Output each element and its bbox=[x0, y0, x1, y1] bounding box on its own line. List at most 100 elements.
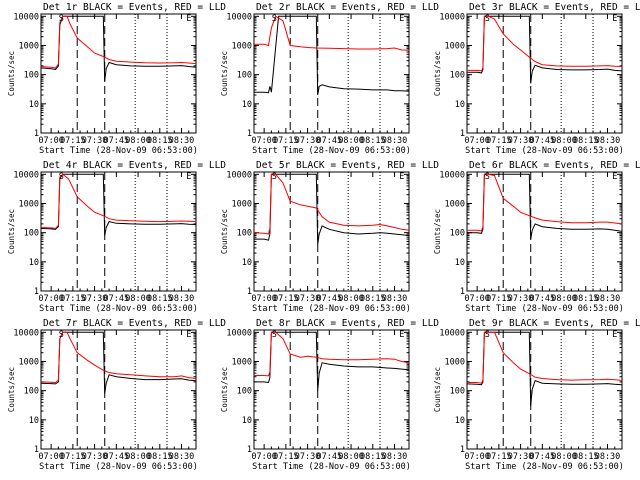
series-group bbox=[467, 173, 622, 240]
plot-frame bbox=[466, 13, 623, 134]
x-tick-label: 08:15 bbox=[573, 452, 599, 462]
series-group bbox=[41, 173, 196, 236]
panel-title: Det 4r BLACK = Events, RED = LLD bbox=[43, 160, 226, 171]
x-axis-label: Start Time (28-Nov-09 06:53:00) bbox=[39, 304, 198, 314]
panel-6: Det 6r BLACK = Events, RED = LLD 1 10 100 10… bbox=[433, 160, 640, 314]
y-tick-label: 100 bbox=[237, 387, 252, 397]
flag-label-e: E bbox=[612, 14, 617, 24]
x-tick-label: 07:45 bbox=[317, 294, 343, 304]
flag-label-s: S bbox=[272, 330, 277, 340]
x-tick-label: 07:30 bbox=[82, 452, 108, 462]
y-tick-label: 1 bbox=[460, 445, 465, 455]
x-tick-label: 07:00 bbox=[464, 294, 490, 304]
lld-series-line bbox=[467, 173, 622, 232]
lld-series-line bbox=[41, 15, 196, 69]
panel-title: Det 7r BLACK = Events, RED = LLD bbox=[43, 318, 226, 329]
x-axis-label: Start Time (28-Nov-09 06:53:00) bbox=[465, 462, 624, 472]
flag-label-s: S bbox=[272, 14, 277, 24]
x-tick-label: 08:15 bbox=[573, 294, 599, 304]
x-tick-label: 07:30 bbox=[295, 294, 321, 304]
events-series-line bbox=[41, 331, 196, 394]
x-tick-label: 08:15 bbox=[147, 452, 173, 462]
y-tick-label: 1000 bbox=[232, 357, 252, 367]
x-tick-label: 07:00 bbox=[464, 452, 490, 462]
x-tick-label: 08:30 bbox=[169, 136, 195, 146]
panel-8: Det 8r BLACK = Events, RED = LLD 1 10 100 10… bbox=[220, 318, 439, 472]
y-tick-label: 1000 bbox=[232, 199, 252, 209]
x-tick-label: 07:15 bbox=[486, 136, 512, 146]
y-tick-label: 10 bbox=[29, 416, 39, 426]
plot-frame bbox=[466, 171, 623, 292]
panel-9: Det 9r BLACK = Events, RED = LLD 1 10 100 10… bbox=[433, 318, 640, 472]
x-tick-label: 08:00 bbox=[125, 136, 151, 146]
y-tick-label: 100 bbox=[24, 229, 39, 239]
x-axis-label: Start Time (28-Nov-09 06:53:00) bbox=[252, 462, 411, 472]
y-tick-label: 10000 bbox=[439, 170, 465, 180]
y-tick-label: 1 bbox=[247, 445, 252, 455]
lld-series-line bbox=[254, 331, 409, 377]
x-tick-label: 08:00 bbox=[338, 294, 364, 304]
y-tick-label: 10000 bbox=[226, 12, 252, 22]
x-tick-label: 07:45 bbox=[530, 452, 556, 462]
flag-label-e: E bbox=[612, 172, 617, 182]
flag-label-s: S bbox=[59, 172, 64, 182]
y-tick-label: 1000 bbox=[445, 199, 465, 209]
panel-title: Det 3r BLACK = Events, RED = LLD bbox=[469, 2, 640, 13]
x-tick-label: 07:00 bbox=[251, 452, 277, 462]
x-tick-label: 08:00 bbox=[338, 136, 364, 146]
panel-7: Det 7r BLACK = Events, RED = LLD 1 10 100 10… bbox=[7, 318, 226, 472]
y-tick-label: 1000 bbox=[445, 357, 465, 367]
x-tick-label: 07:30 bbox=[82, 136, 108, 146]
x-tick-label: 07:00 bbox=[38, 452, 64, 462]
x-tick-label: 07:45 bbox=[104, 452, 130, 462]
x-tick-label: 07:30 bbox=[295, 136, 321, 146]
y-tick-label: 1000 bbox=[232, 41, 252, 51]
plot-frame bbox=[40, 13, 197, 134]
x-tick-label: 08:30 bbox=[595, 452, 621, 462]
x-tick-label: 07:00 bbox=[464, 136, 490, 146]
x-tick-label: 07:30 bbox=[508, 294, 534, 304]
y-tick-label: 10 bbox=[455, 416, 465, 426]
y-tick-label: 100 bbox=[450, 71, 465, 81]
y-tick-label: 1 bbox=[460, 287, 465, 297]
events-series-line bbox=[467, 331, 622, 406]
lld-series-line bbox=[467, 331, 622, 384]
y-tick-label: 10 bbox=[242, 416, 252, 426]
x-axis-label: Start Time (28-Nov-09 06:53:00) bbox=[39, 462, 198, 472]
y-tick-label: 1 bbox=[34, 129, 39, 139]
lld-series-line bbox=[467, 15, 622, 72]
y-tick-label: 1 bbox=[247, 287, 252, 297]
y-tick-label: 1 bbox=[34, 445, 39, 455]
y-axis-label: Counts/sec bbox=[433, 51, 442, 96]
flag-label-s: S bbox=[485, 14, 490, 24]
x-tick-label: 07:45 bbox=[317, 136, 343, 146]
x-tick-label: 07:30 bbox=[508, 136, 534, 146]
y-tick-label: 10 bbox=[455, 258, 465, 268]
panel-title: Det 6r BLACK = Events, RED = LLD bbox=[469, 160, 640, 171]
y-axis-label: Counts/sec bbox=[433, 367, 442, 412]
events-series-line bbox=[254, 173, 409, 245]
y-tick-label: 1000 bbox=[19, 357, 39, 367]
x-tick-label: 07:00 bbox=[38, 136, 64, 146]
flag-label-s: S bbox=[272, 172, 277, 182]
flag-label-e: E bbox=[399, 330, 404, 340]
x-tick-label: 08:15 bbox=[573, 136, 599, 146]
y-tick-label: 10000 bbox=[439, 12, 465, 22]
series-group bbox=[41, 15, 196, 82]
x-tick-label: 07:15 bbox=[273, 452, 299, 462]
series-group bbox=[41, 331, 196, 394]
y-tick-label: 10000 bbox=[13, 12, 39, 22]
events-series-line bbox=[254, 15, 409, 96]
x-tick-label: 07:15 bbox=[273, 136, 299, 146]
x-tick-label: 07:15 bbox=[273, 294, 299, 304]
y-tick-label: 1 bbox=[460, 129, 465, 139]
panel-title: Det 2r BLACK = Events, RED = LLD bbox=[256, 2, 439, 13]
y-tick-label: 100 bbox=[237, 229, 252, 239]
y-tick-label: 100 bbox=[450, 229, 465, 239]
events-series-line bbox=[41, 173, 196, 236]
y-tick-label: 10 bbox=[242, 258, 252, 268]
x-tick-label: 07:45 bbox=[104, 136, 130, 146]
x-tick-label: 07:30 bbox=[295, 452, 321, 462]
x-tick-label: 07:15 bbox=[60, 294, 86, 304]
flag-label-s: S bbox=[485, 172, 490, 182]
